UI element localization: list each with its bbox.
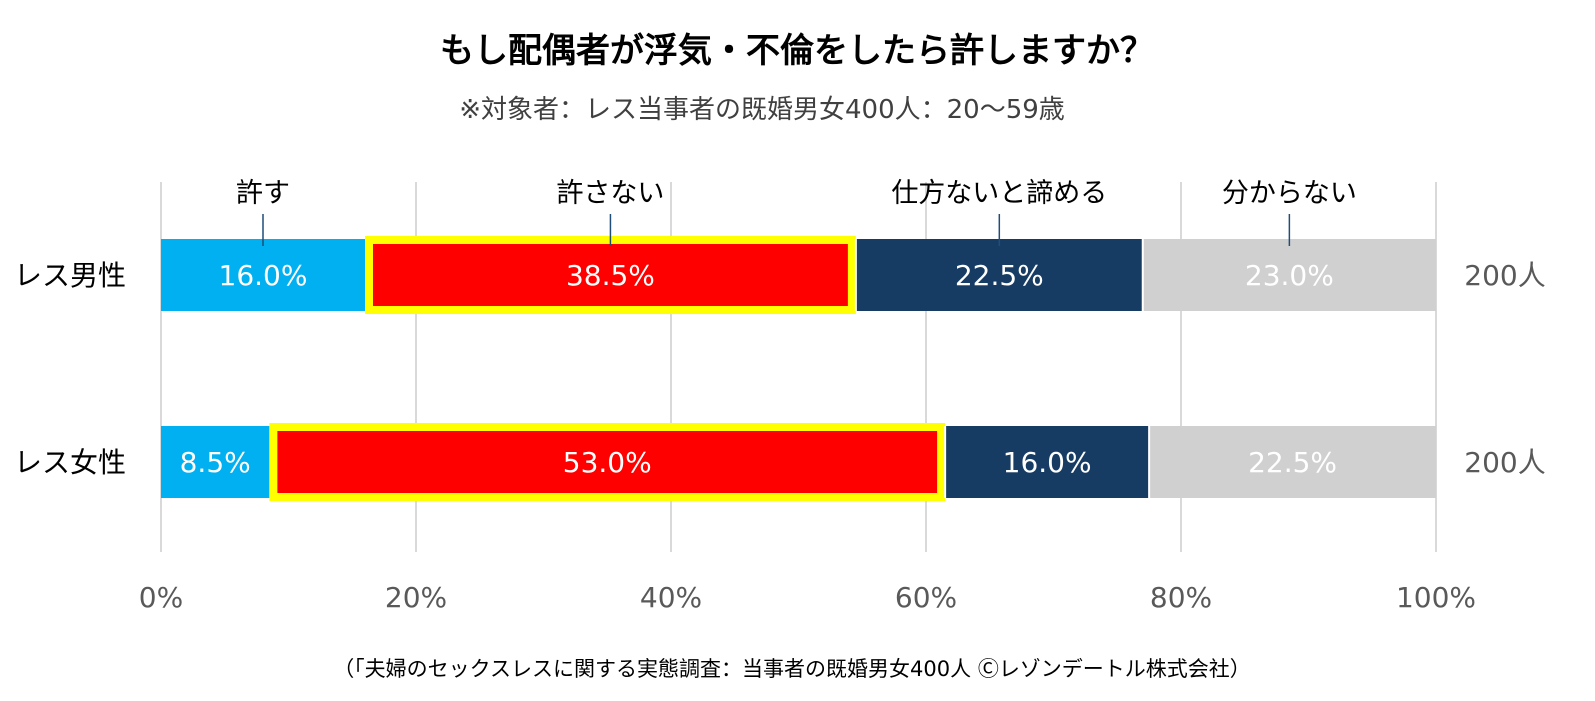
bar-segment: [1149, 426, 1436, 498]
sample-size-label: 200人: [1464, 446, 1545, 479]
legend-label: 分からない: [1222, 178, 1357, 209]
x-tick-label: 60%: [895, 581, 957, 614]
bar-value-label: 16.0%: [219, 259, 308, 292]
bar-segment: [945, 426, 1150, 498]
bar-segment: [1142, 239, 1436, 311]
bar-value-label: 22.5%: [955, 259, 1044, 292]
category-label: レス男性: [14, 259, 126, 292]
x-tick-label: 80%: [1150, 581, 1212, 614]
x-tick-label: 20%: [385, 581, 447, 614]
x-axis: 0% 20% 40% 60% 80% 100%: [139, 581, 1476, 614]
bar-segment: [161, 239, 365, 311]
x-tick-label: 100%: [1396, 581, 1476, 614]
legend-label: 許さない: [556, 178, 664, 209]
bar-segment: [269, 423, 946, 501]
x-tick-label: 0%: [139, 581, 183, 614]
chart-title: もし配偶者が浮気・不倫をしたら許しますか？: [440, 31, 1154, 71]
bar-value-label: 8.5%: [180, 446, 251, 479]
bar-value-label: 53.0%: [563, 446, 652, 479]
sample-size-label: 200人: [1464, 259, 1545, 292]
bar-value-label: 23.0%: [1245, 259, 1334, 292]
legend-label: 仕方ないと諦める: [891, 178, 1107, 209]
bar-segment: [161, 426, 270, 498]
category-label: レス女性: [14, 446, 126, 479]
bar-value-label: 38.5%: [566, 259, 655, 292]
bar-value-label: 22.5%: [1248, 446, 1337, 479]
legend-label: 許す: [236, 178, 290, 209]
source-note: （「夫婦のセックスレスに関する実態調査：当事者の既婚男女400人 Ⓒレゾンデート…: [333, 657, 1251, 681]
chart-subtitle: ※対象者：レス当事者の既婚男女400人：20～59歳: [459, 95, 1065, 125]
bar-labels: 16.0% 38.5% 22.5% 23.0% レス男性 200人 8.5% 53.0% 16.…: [14, 259, 1546, 479]
bar-value-label: 16.0%: [1003, 446, 1092, 479]
legend: 許す 許さない 仕方ないと諦める 分からない: [236, 178, 1357, 246]
bar-segment: [855, 239, 1143, 311]
x-tick-label: 40%: [640, 581, 702, 614]
bars: [161, 236, 1436, 501]
